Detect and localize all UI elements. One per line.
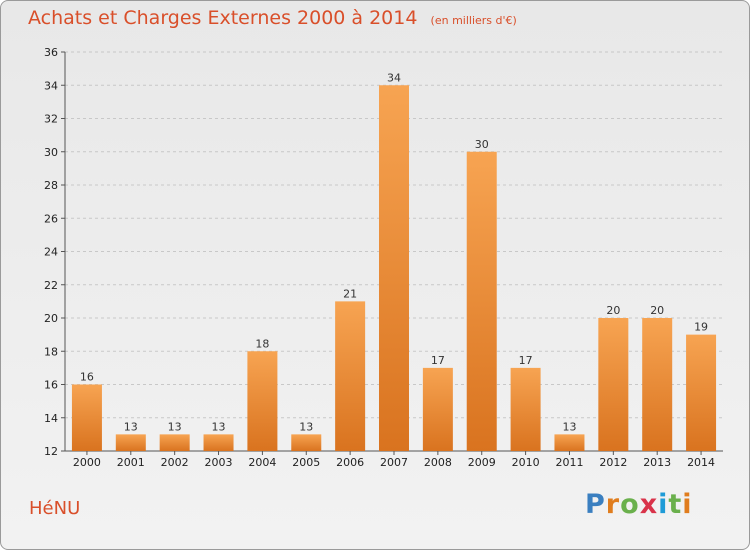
chart-unit: (en milliers d'€) [430,14,517,27]
proxiti-logo: Proxiti [585,489,693,520]
y-tick-label: 36 [44,46,58,59]
y-tick-label: 28 [44,179,58,192]
bar [422,367,453,451]
bar [247,351,278,451]
bar [115,434,146,451]
y-tick-label: 16 [44,379,58,392]
data-label: 34 [387,71,401,84]
data-label: 19 [694,321,708,334]
place-name: HéNU [29,498,81,519]
x-tick-label: 2004 [248,456,276,469]
y-tick-label: 30 [44,146,58,159]
x-tick-label: 2007 [380,456,408,469]
y-tick-label: 32 [44,113,58,126]
y-tick-label: 22 [44,279,58,292]
x-tick-label: 2003 [205,456,233,469]
bar [598,318,629,451]
x-tick-label: 2008 [424,456,452,469]
data-label: 13 [124,420,138,433]
x-tick-label: 2000 [73,456,101,469]
data-label: 30 [475,138,489,151]
x-tick-label: 2011 [555,456,583,469]
x-tick-label: 2010 [512,456,540,469]
x-tick-label: 2012 [599,456,627,469]
x-tick-label: 2006 [336,456,364,469]
bar [203,434,234,451]
x-tick-label: 2002 [161,456,189,469]
x-tick-label: 2001 [117,456,145,469]
data-label: 21 [343,287,357,300]
bar [510,367,541,451]
y-tick-label: 14 [44,412,58,425]
data-label: 13 [299,420,313,433]
bar [554,434,585,451]
y-tick-label: 34 [44,79,58,92]
y-tick-label: 18 [44,345,58,358]
y-tick-label: 24 [44,246,58,259]
chart-title: Achats et Charges Externes 2000 à 2014 [28,7,418,29]
data-label: 13 [212,420,226,433]
data-label: 20 [606,304,620,317]
data-label: 17 [519,354,533,367]
data-label: 13 [168,420,182,433]
y-tick-label: 26 [44,212,58,225]
x-tick-label: 2014 [687,456,715,469]
y-tick-label: 20 [44,312,58,325]
x-tick-label: 2005 [292,456,320,469]
bar [335,301,366,451]
x-tick-label: 2009 [468,456,496,469]
bar [291,434,322,451]
y-tick-label: 12 [44,445,58,458]
bar [466,151,497,451]
bar [686,334,717,451]
bar [71,384,102,451]
x-tick-label: 2013 [643,456,671,469]
data-label: 17 [431,354,445,367]
data-label: 18 [255,337,269,350]
data-label: 13 [562,420,576,433]
bar [642,318,673,451]
bar [159,434,190,451]
bar [379,85,409,451]
data-label: 16 [80,371,94,384]
chart-title-row: Achats et Charges Externes 2000 à 2014 (… [28,7,517,29]
data-label: 20 [650,304,664,317]
